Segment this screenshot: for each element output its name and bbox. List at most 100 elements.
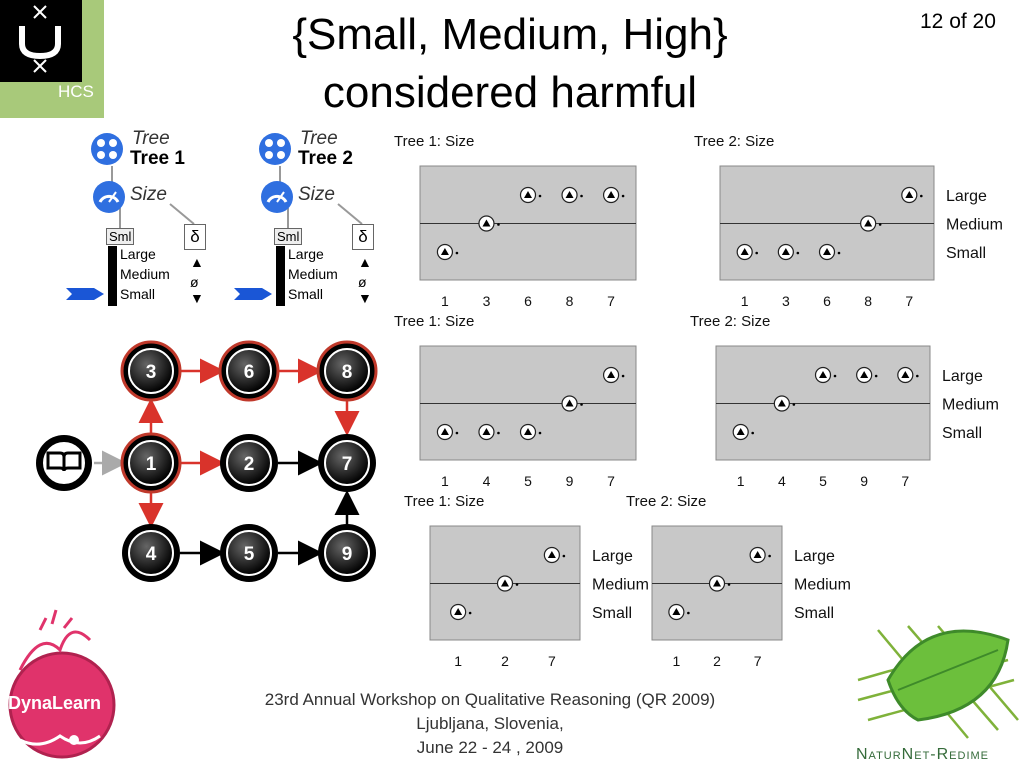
entity-label-italic: Tree — [300, 128, 338, 149]
point-dot — [874, 374, 878, 378]
value-small: Small — [120, 286, 156, 302]
derivative-up-icon — [713, 579, 721, 587]
state-node-5[interactable]: 5 — [220, 524, 278, 582]
plot-title: Tree 1: Size — [394, 313, 474, 330]
footer: 23rd Annual Workshop on Qualitative Reas… — [190, 688, 790, 760]
title-line-1: {Small, Medium, High} — [292, 10, 728, 59]
entity-label-italic: Tree — [132, 128, 170, 149]
x-tick-label: 7 — [905, 293, 913, 309]
fragment-2-connectors — [279, 166, 363, 228]
x-tick-label: 7 — [607, 293, 615, 309]
point-dot — [538, 194, 542, 198]
point-dot — [621, 194, 625, 198]
derivative-box: δ — [184, 224, 206, 250]
point-dot — [768, 554, 771, 558]
quantity-label: Size — [130, 184, 167, 205]
book-icon — [46, 451, 82, 472]
derivative-zero: ø — [358, 274, 367, 290]
derivative-up-icon — [565, 191, 574, 198]
quantity-gauge-icon — [92, 180, 126, 219]
value-medium: Medium — [288, 266, 338, 282]
state-label: 9 — [342, 544, 353, 565]
derivative-up-icon — [740, 248, 749, 255]
derivative-up-icon — [860, 371, 869, 378]
x-tick-label: 7 — [754, 653, 762, 669]
level-label-small: Small — [942, 425, 982, 442]
point-dot — [878, 223, 882, 226]
level-label-small: Small — [794, 605, 834, 622]
current-value-arrow-icon — [234, 285, 274, 308]
derivative-up-icon — [905, 191, 914, 198]
hcs-label: HCS — [58, 82, 94, 101]
entity-icon — [90, 132, 124, 171]
derivative-up-icon — [901, 371, 910, 378]
x-tick-label: 1 — [741, 293, 749, 309]
naturnet-label: NaturNet-Redime — [856, 746, 990, 763]
point-dot — [751, 431, 754, 435]
value-small: Small — [288, 286, 324, 302]
fragment-1-connectors — [111, 166, 195, 228]
level-label-large: Large — [592, 548, 633, 565]
level-label-medium: Medium — [946, 217, 1003, 234]
state-node-1[interactable]: 1 — [120, 432, 182, 494]
level-label-small: Small — [592, 605, 632, 622]
x-tick-label: 1 — [737, 473, 745, 489]
current-value-arrow-icon — [66, 285, 106, 308]
quantity-space-tag: Sml — [106, 228, 135, 245]
x-tick-label: 3 — [782, 293, 790, 309]
plot-title: Tree 1: Size — [404, 493, 484, 510]
plot-svg: Tree 2: Size Large Medium Small 1 4 5 9 7 — [690, 313, 999, 489]
x-tick-label: 7 — [607, 473, 615, 489]
derivative-up-icon — [440, 428, 449, 435]
x-tick-label: 6 — [823, 293, 831, 309]
derivative-up-icon — [823, 248, 831, 255]
state-node-7[interactable]: 7 — [318, 434, 376, 492]
x-tick-label: 5 — [819, 473, 827, 489]
x-tick-label: 1 — [672, 653, 680, 669]
derivative-up-icon — [672, 608, 681, 615]
derivative-up-icon — [547, 551, 556, 558]
state-node-9[interactable]: 9 — [318, 524, 376, 582]
value-medium: Medium — [120, 266, 170, 282]
state-node-2[interactable]: 2 — [220, 434, 278, 492]
value-bar — [108, 246, 117, 306]
derivative-up-icon — [736, 428, 745, 435]
quantity-gauge-icon — [260, 180, 294, 219]
value-large: Large — [288, 246, 324, 262]
point-dot — [916, 374, 919, 378]
value-bar — [276, 246, 285, 306]
state-node-4[interactable]: 4 — [122, 524, 180, 582]
title-line-2: considered harmful — [322, 68, 698, 117]
model-fragment-2: Tree Tree 2 Size Sml δ Large Medium Smal… — [234, 128, 388, 318]
point-dot — [497, 431, 500, 435]
entity-label: Tree 1 — [130, 148, 185, 169]
x-tick-label: 9 — [860, 473, 868, 489]
quantity-space-tag: Sml — [274, 228, 303, 245]
footer-line-2: Ljubljana, Slovenia, — [416, 714, 564, 733]
start-node[interactable] — [36, 435, 92, 491]
plot-title: Tree 2: Size — [626, 493, 706, 510]
derivative-up-icon — [864, 219, 873, 227]
derivative-up-icon — [482, 219, 491, 227]
x-tick-label: 4 — [778, 473, 786, 489]
state-node-8[interactable]: 8 — [316, 340, 378, 402]
derivative-up-icon — [454, 608, 463, 615]
plot-title: Tree 2: Size — [694, 133, 774, 150]
state-node-6[interactable]: 6 — [218, 340, 280, 402]
x-tick-label: 9 — [566, 473, 574, 489]
state-node-3[interactable]: 3 — [120, 340, 182, 402]
derivative-up-icon — [501, 579, 509, 587]
level-label-large: Large — [942, 368, 983, 385]
level-label-large: Large — [946, 188, 987, 205]
model-fragment-1: Tree Tree 1 Size Sml δ Large Medium Smal… — [66, 128, 380, 318]
level-label-medium: Medium — [592, 577, 649, 594]
derivative-up-icon — [440, 248, 449, 255]
level-label-medium: Medium — [942, 397, 999, 414]
state-label: 2 — [244, 454, 255, 475]
entity-label: Tree 2 — [298, 148, 353, 169]
state-label: 3 — [146, 362, 157, 383]
x-tick-label: 1 — [454, 653, 462, 669]
